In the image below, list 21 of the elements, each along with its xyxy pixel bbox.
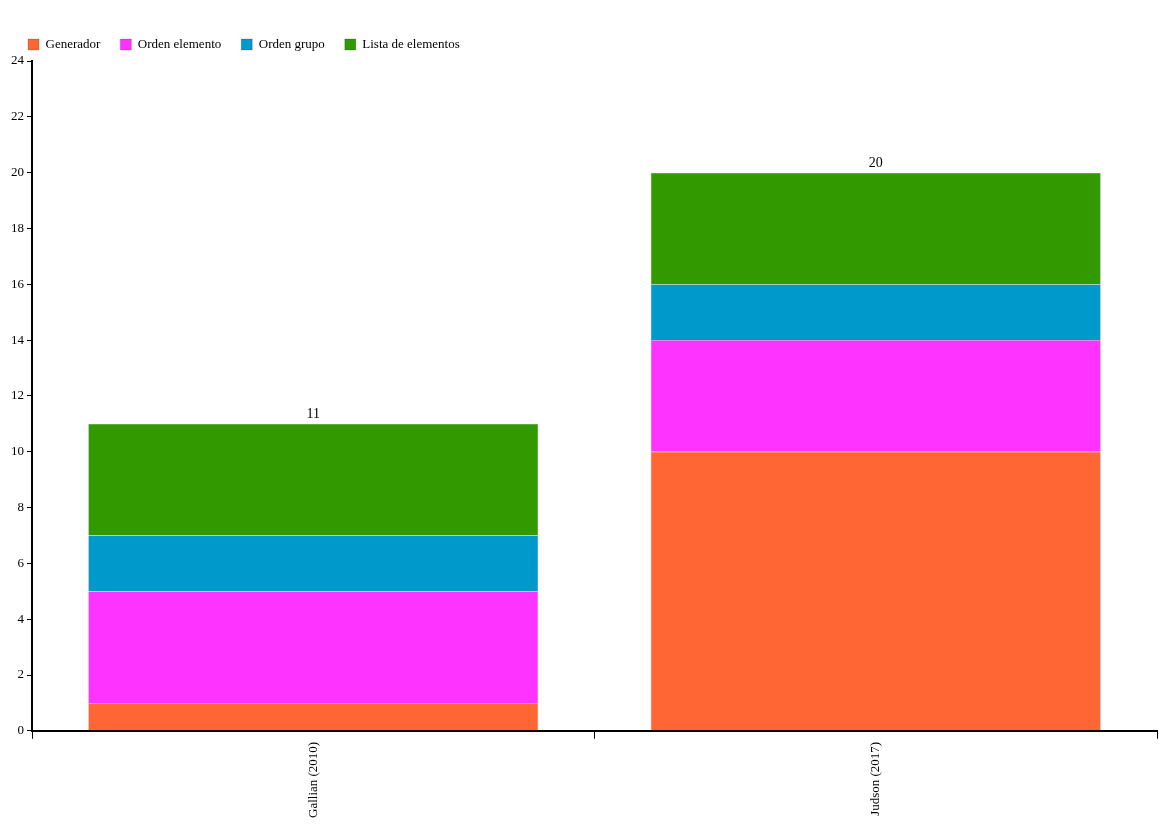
y-tick-label: 12 — [11, 387, 24, 403]
total-label: 20 — [868, 155, 883, 171]
y-tick-label: 24 — [11, 52, 25, 68]
y-tick-label: 2 — [17, 666, 24, 682]
y-tick-label: 16 — [11, 275, 25, 291]
y-tick-label: 4 — [17, 610, 25, 626]
y-tick-label: 6 — [17, 554, 25, 570]
y-tick-label: 0 — [17, 722, 24, 738]
y-tick-label: 22 — [11, 108, 24, 124]
legend-label: Orden grupo — [258, 35, 325, 51]
y-tick-label: 18 — [11, 219, 24, 235]
legend-label: Lista de elementos — [362, 35, 460, 51]
legend-label: Generador — [45, 35, 102, 51]
y-tick-label: 14 — [11, 331, 25, 347]
x-tick-label: Judson (2017) — [867, 741, 883, 816]
legend-label: Orden elemento — [137, 35, 222, 51]
total-label: 11 — [306, 406, 320, 422]
y-tick-label: 8 — [17, 498, 24, 514]
y-tick-label: 20 — [11, 164, 24, 180]
y-tick-label: 10 — [11, 443, 24, 459]
x-tick-label: Gallian (2010) — [304, 741, 320, 818]
